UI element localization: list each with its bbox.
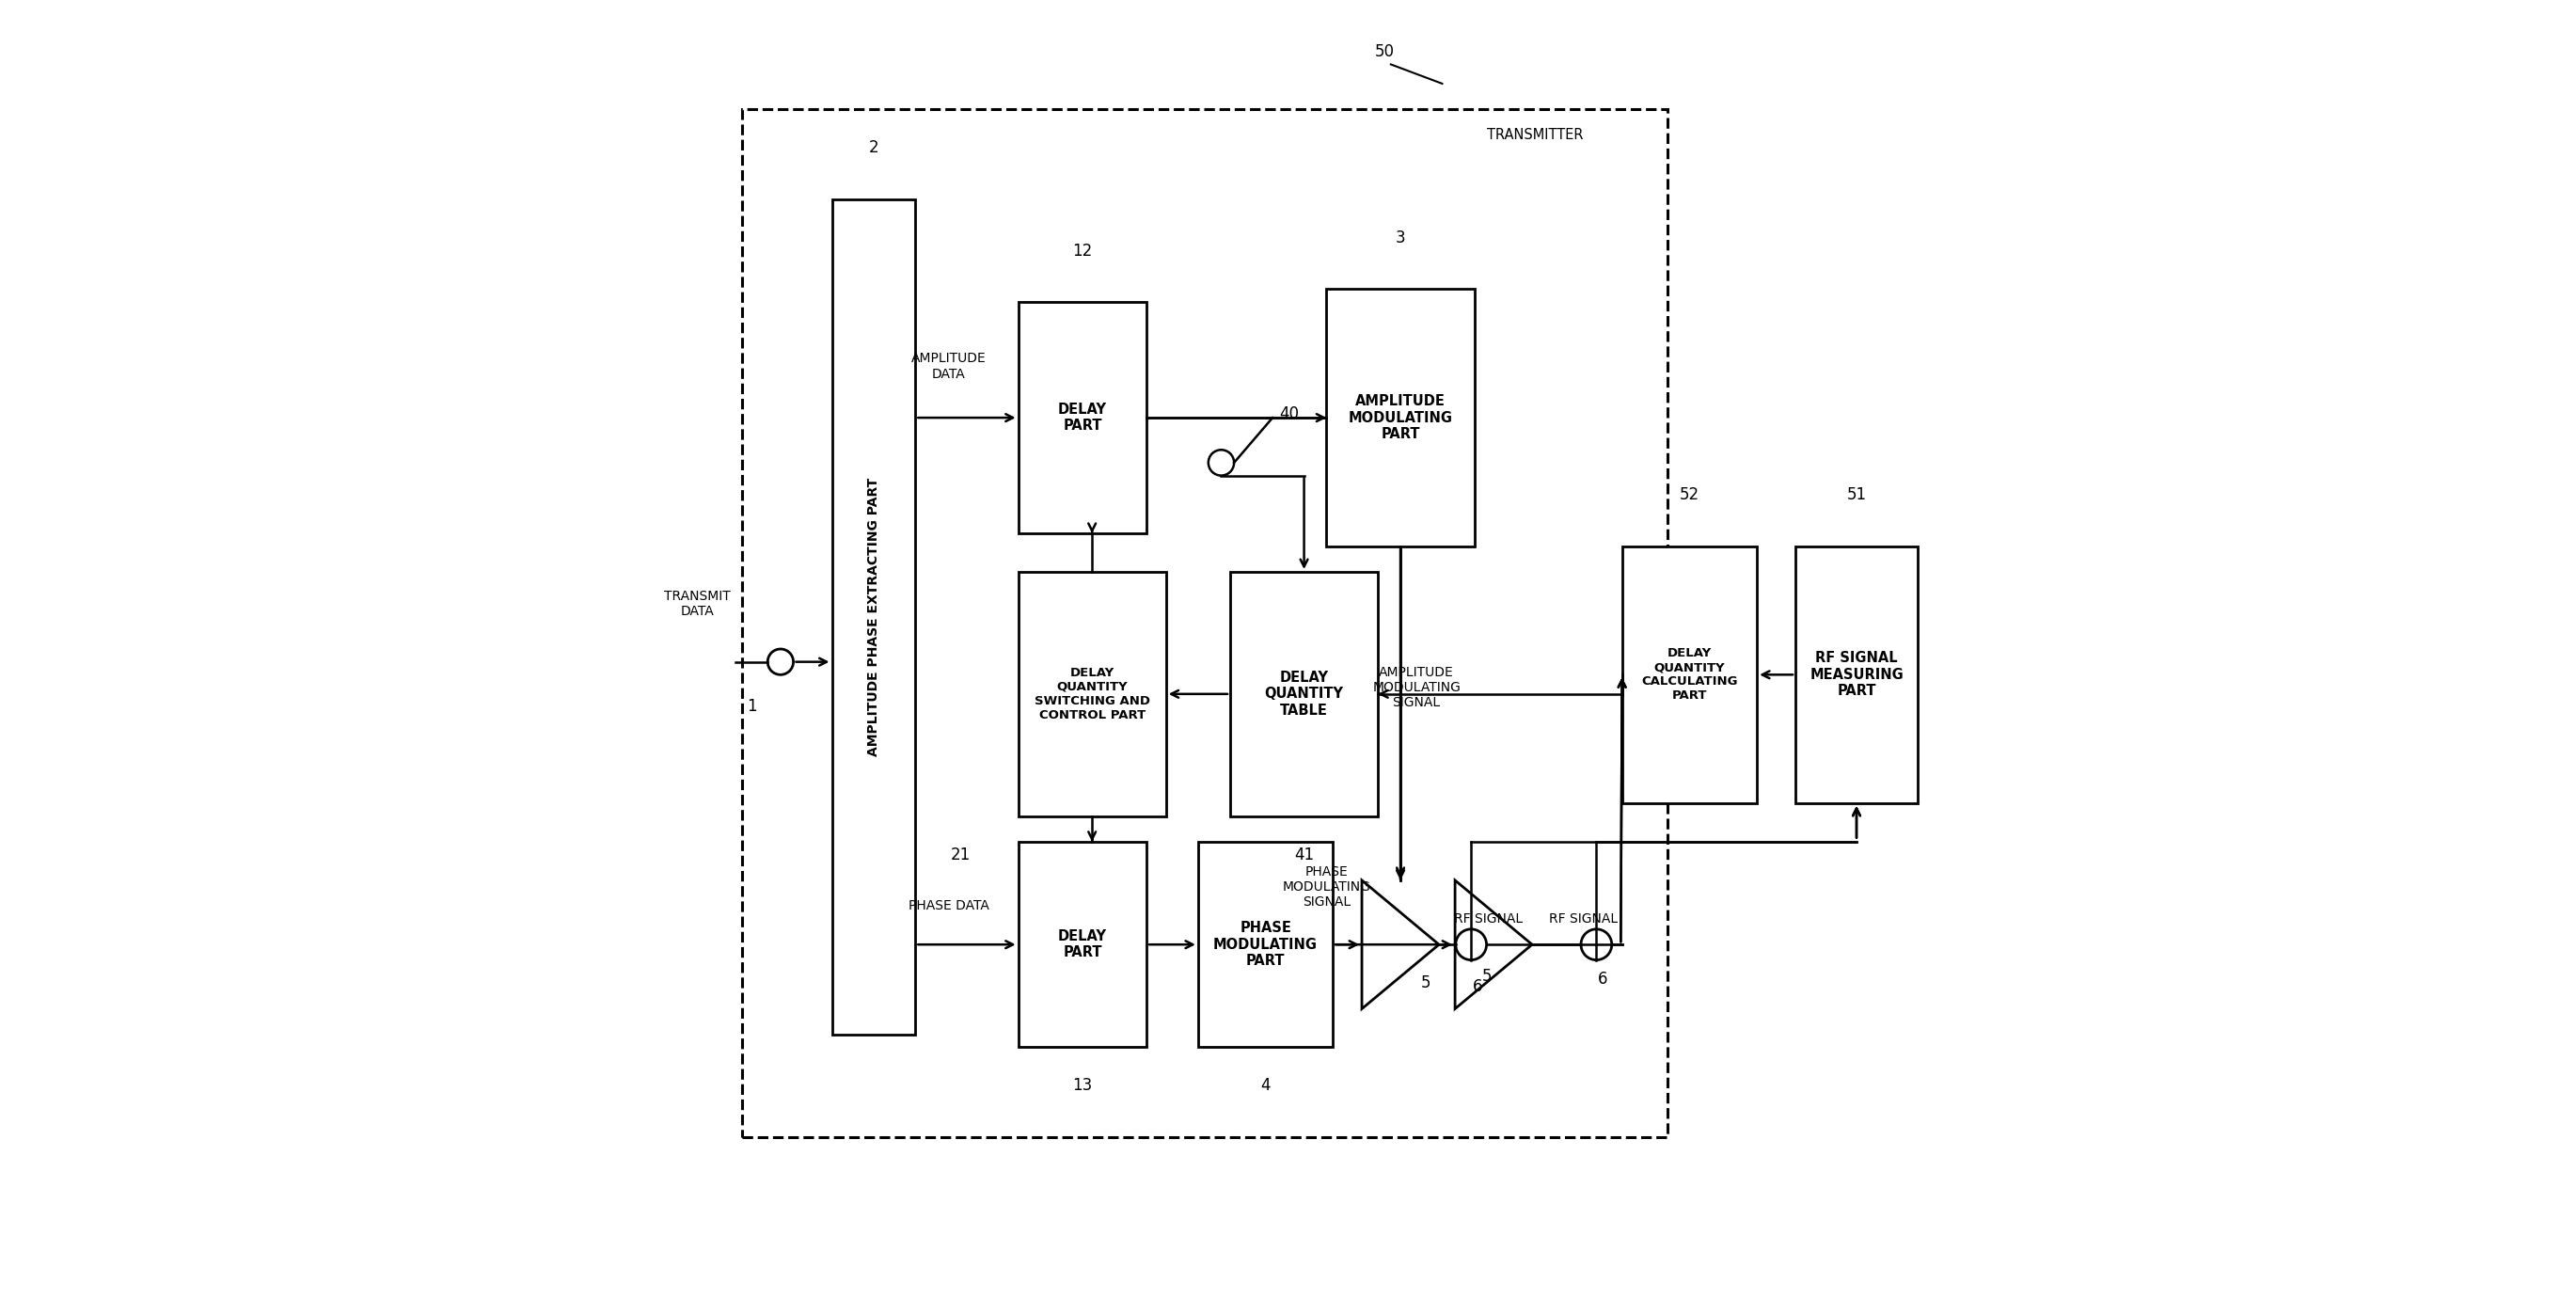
Text: 12: 12 — [1072, 243, 1092, 260]
Text: DELAY
QUANTITY
SWITCHING AND
CONTROL PART: DELAY QUANTITY SWITCHING AND CONTROL PAR… — [1033, 667, 1149, 722]
Text: TRANSMITTER: TRANSMITTER — [1486, 129, 1584, 141]
Text: DELAY
PART: DELAY PART — [1059, 402, 1108, 434]
Text: PHASE
MODULATING
PART: PHASE MODULATING PART — [1213, 922, 1319, 968]
Text: RF SIGNAL: RF SIGNAL — [1548, 912, 1618, 925]
Text: 6: 6 — [1597, 971, 1607, 988]
Bar — [1795, 546, 1917, 803]
Text: AMPLITUDE PHASE EXTRACTING PART: AMPLITUDE PHASE EXTRACTING PART — [868, 478, 881, 757]
Text: PHASE DATA: PHASE DATA — [909, 900, 989, 912]
Text: 51: 51 — [1847, 487, 1868, 504]
Text: 5: 5 — [1481, 968, 1492, 985]
Text: 41: 41 — [1293, 846, 1314, 863]
Bar — [1327, 289, 1473, 546]
Text: 50: 50 — [1376, 43, 1394, 60]
Text: 1: 1 — [747, 698, 757, 715]
Text: 4: 4 — [1260, 1077, 1270, 1094]
Bar — [742, 109, 1667, 1137]
Bar — [1018, 841, 1146, 1047]
Text: RF SIGNAL: RF SIGNAL — [1455, 912, 1522, 925]
Text: 13: 13 — [1072, 1077, 1092, 1094]
Text: AMPLITUDE
DATA: AMPLITUDE DATA — [912, 352, 987, 380]
Text: PHASE
MODULATING
SIGNAL: PHASE MODULATING SIGNAL — [1283, 864, 1370, 909]
Text: 3: 3 — [1396, 230, 1406, 247]
Text: 40: 40 — [1280, 405, 1298, 422]
Bar — [832, 200, 914, 1035]
Bar — [1231, 572, 1378, 816]
Text: 6: 6 — [1473, 979, 1481, 996]
Text: DELAY
QUANTITY
CALCULATING
PART: DELAY QUANTITY CALCULATING PART — [1641, 648, 1739, 702]
Bar — [1018, 572, 1167, 816]
Text: DELAY
PART: DELAY PART — [1059, 929, 1108, 959]
Text: DELAY
QUANTITY
TABLE: DELAY QUANTITY TABLE — [1265, 671, 1345, 718]
Text: 21: 21 — [951, 846, 971, 863]
Text: AMPLITUDE
MODULATING
PART: AMPLITUDE MODULATING PART — [1347, 395, 1453, 441]
Text: 52: 52 — [1680, 487, 1700, 504]
Bar — [1018, 302, 1146, 533]
Text: RF SIGNAL
MEASURING
PART: RF SIGNAL MEASURING PART — [1808, 652, 1904, 698]
Text: 5: 5 — [1422, 975, 1432, 992]
Text: 2: 2 — [868, 139, 878, 156]
Text: AMPLITUDE
MODULATING
SIGNAL: AMPLITUDE MODULATING SIGNAL — [1373, 666, 1461, 710]
Text: TRANSMIT
DATA: TRANSMIT DATA — [665, 589, 729, 618]
Bar — [1198, 841, 1332, 1047]
Bar — [1623, 546, 1757, 803]
